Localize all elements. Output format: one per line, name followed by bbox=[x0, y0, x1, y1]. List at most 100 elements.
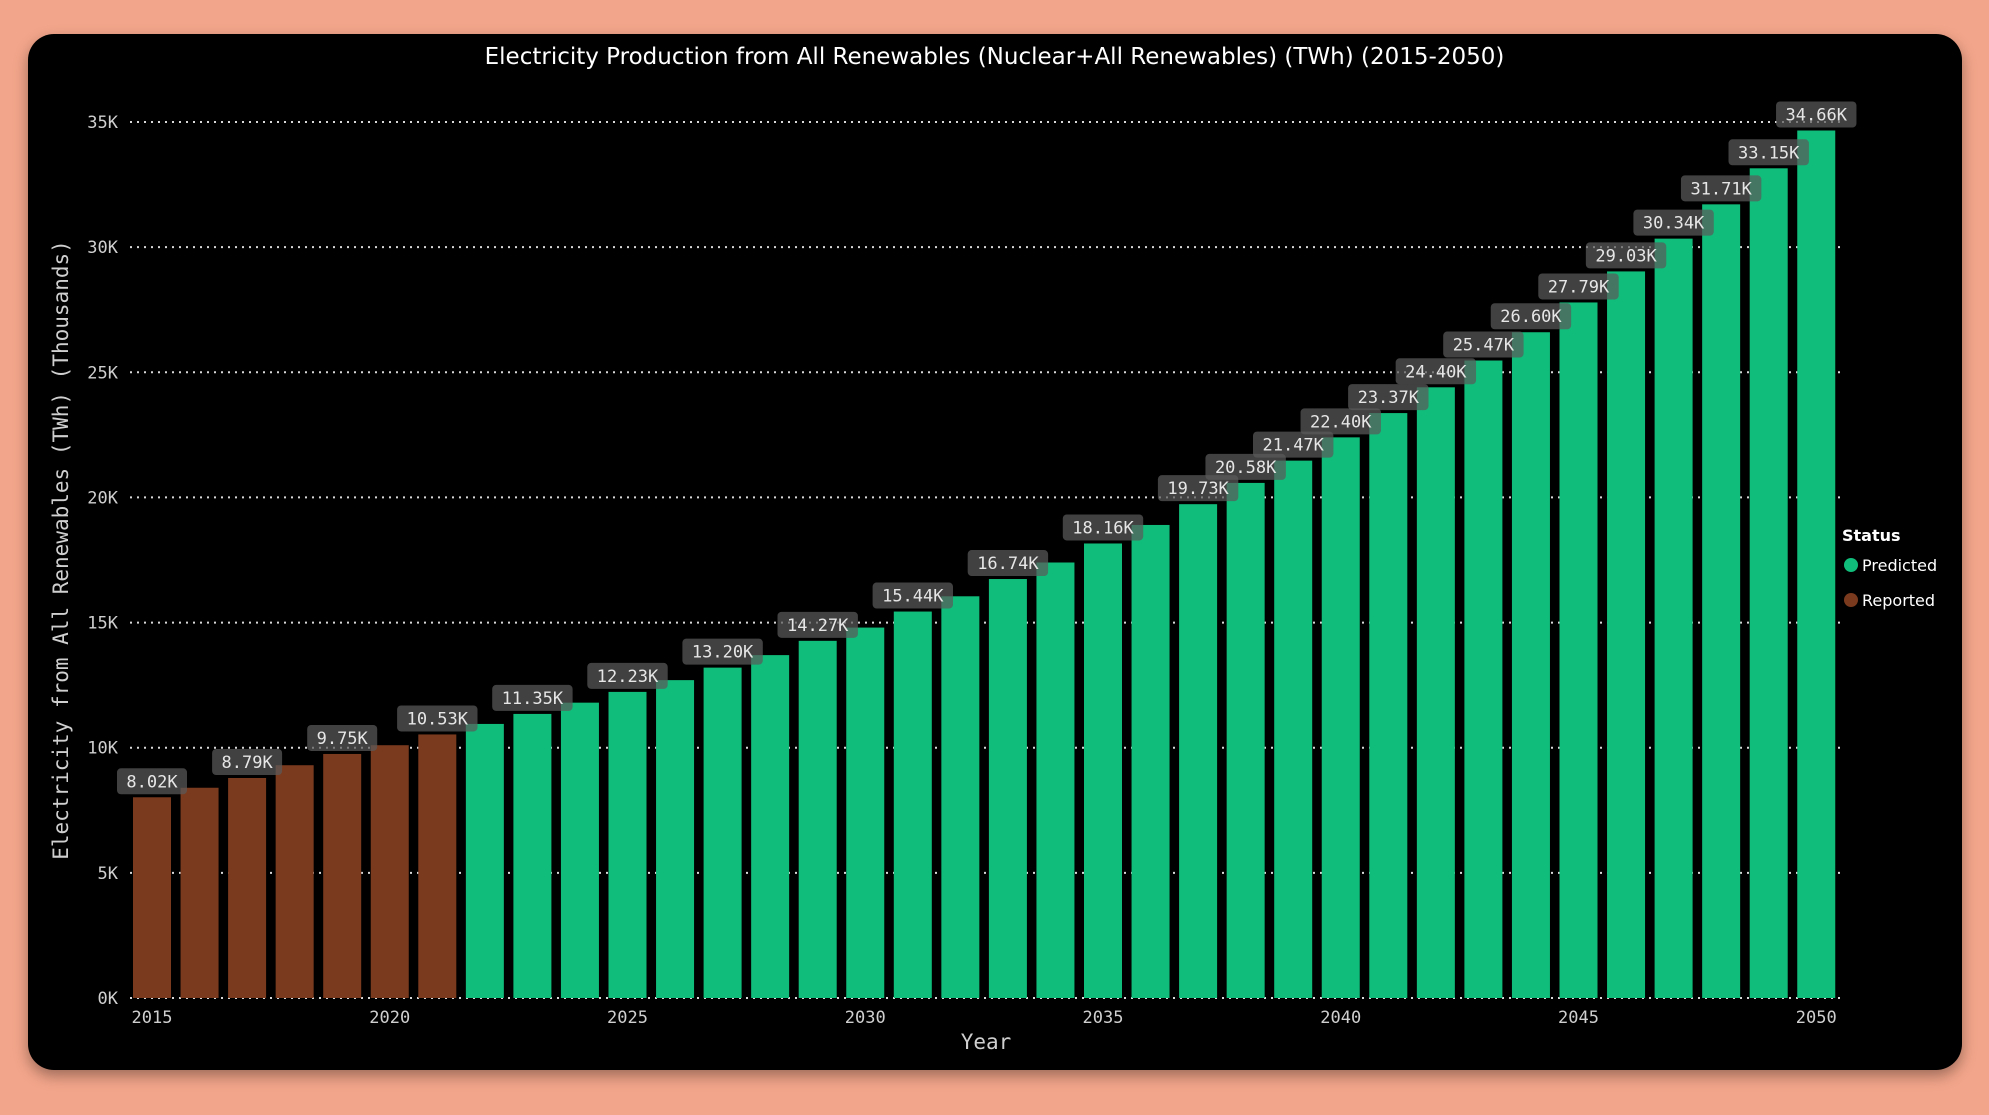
bar-2021 bbox=[418, 734, 457, 998]
x-tick-label: 2050 bbox=[1796, 1008, 1837, 1028]
data-label-text: 26.60K bbox=[1500, 307, 1562, 327]
data-labels: 8.02K 8.79K 9.75K 10.53K 11.35K 12.23K 13.20K 1… bbox=[117, 101, 1857, 795]
data-label-text: 33.15K bbox=[1738, 143, 1800, 163]
data-label-2027: 13.20K bbox=[682, 638, 763, 665]
data-label-bg bbox=[587, 662, 668, 689]
data-label-text: 31.71K bbox=[1690, 179, 1752, 199]
bar-2040 bbox=[1321, 437, 1360, 998]
data-label-text: 11.35K bbox=[502, 689, 564, 709]
bar-2033 bbox=[988, 579, 1027, 998]
data-label-bg bbox=[117, 768, 187, 795]
data-label-2049: 33.15K bbox=[1728, 139, 1809, 166]
data-label-2035: 18.16K bbox=[1062, 514, 1144, 541]
data-label-bg bbox=[682, 638, 763, 665]
data-label-text: 30.34K bbox=[1643, 214, 1705, 234]
bar-2019 bbox=[323, 753, 362, 998]
legend-reported-label: Reported bbox=[1862, 591, 1935, 610]
data-label-text: 23.37K bbox=[1358, 388, 1420, 408]
bar-2032 bbox=[941, 596, 980, 998]
legend-title: Status bbox=[1842, 526, 1901, 545]
x-tick-label: 2035 bbox=[1083, 1008, 1124, 1028]
bar-2015 bbox=[133, 797, 171, 998]
legend-reported-swatch bbox=[1844, 593, 1858, 607]
data-label-text: 13.20K bbox=[692, 643, 754, 663]
legend: Status Predicted Reported bbox=[1842, 526, 1937, 610]
gridlines bbox=[130, 121, 1840, 999]
data-label-bg bbox=[1062, 514, 1144, 541]
data-label-text: 9.75K bbox=[317, 729, 369, 749]
data-label-2045: 27.79K bbox=[1538, 273, 1619, 300]
data-label-text: 34.66K bbox=[1786, 106, 1848, 126]
data-label-text: 27.79K bbox=[1548, 277, 1610, 297]
bar-2016 bbox=[180, 787, 219, 998]
bar-2048 bbox=[1702, 204, 1741, 998]
data-label-2031: 15.44K bbox=[872, 582, 953, 609]
bar-2028 bbox=[751, 655, 790, 998]
legend-predicted-label: Predicted bbox=[1862, 556, 1937, 575]
y-tick-label: 30K bbox=[87, 238, 118, 258]
data-label-text: 12.23K bbox=[597, 667, 659, 687]
bar-2049 bbox=[1749, 168, 1788, 998]
bar-2035 bbox=[1084, 543, 1122, 998]
data-label-bg bbox=[1157, 475, 1239, 502]
data-label-2033: 16.74K bbox=[967, 550, 1049, 577]
bar-2039 bbox=[1274, 460, 1313, 998]
data-label-bg bbox=[1300, 408, 1381, 435]
bar-2018 bbox=[275, 765, 314, 998]
legend-predicted-swatch bbox=[1844, 558, 1858, 572]
data-label-bg bbox=[872, 582, 953, 609]
bar-2047 bbox=[1654, 238, 1693, 998]
data-label-2019: 9.75K bbox=[307, 724, 378, 751]
x-tick-label: 2020 bbox=[369, 1008, 410, 1028]
bar-2041 bbox=[1369, 413, 1408, 998]
data-label-text: 8.02K bbox=[126, 772, 178, 792]
data-label-bg bbox=[1348, 384, 1429, 411]
data-label-text: 8.79K bbox=[222, 753, 274, 773]
data-label-bg bbox=[212, 748, 283, 775]
x-axis-title: Year bbox=[961, 1030, 1012, 1054]
chart-title: Electricity Production from All Renewabl… bbox=[484, 44, 1505, 70]
bar-2044 bbox=[1511, 332, 1550, 998]
data-label-2039: 21.47K bbox=[1253, 431, 1334, 458]
data-label-2041: 23.37K bbox=[1348, 384, 1429, 411]
x-tick-label: 2030 bbox=[845, 1008, 886, 1028]
data-label-2021: 10.53K bbox=[397, 705, 478, 732]
data-label-bg bbox=[1633, 209, 1714, 236]
data-label-text: 21.47K bbox=[1262, 436, 1324, 456]
data-label-2047: 30.34K bbox=[1633, 209, 1714, 236]
data-label-bg bbox=[1728, 139, 1809, 166]
x-tick-label: 2025 bbox=[607, 1008, 648, 1028]
bar-2037 bbox=[1179, 504, 1218, 998]
data-label-2046: 29.03K bbox=[1585, 242, 1667, 269]
bar-2029 bbox=[798, 640, 837, 998]
data-label-2029: 14.27K bbox=[777, 611, 858, 638]
data-label-bg bbox=[967, 550, 1049, 577]
data-label-text: 24.40K bbox=[1405, 362, 1467, 382]
bar-2031 bbox=[893, 611, 932, 998]
data-label-2023: 11.35K bbox=[492, 684, 573, 711]
data-label-2048: 31.71K bbox=[1680, 175, 1762, 202]
data-label-text: 22.40K bbox=[1310, 412, 1372, 432]
bar-2038 bbox=[1226, 482, 1265, 998]
bar-2046 bbox=[1607, 271, 1646, 999]
data-label-2037: 19.73K bbox=[1157, 475, 1239, 502]
data-label-text: 18.16K bbox=[1072, 518, 1134, 538]
data-label-text: 29.03K bbox=[1595, 246, 1657, 266]
data-label-bg bbox=[1205, 453, 1286, 480]
data-label-text: 15.44K bbox=[882, 587, 944, 607]
data-label-bg bbox=[1680, 175, 1762, 202]
bar-2030 bbox=[846, 627, 885, 998]
y-tick-label: 5K bbox=[98, 864, 119, 884]
data-label-bg bbox=[777, 611, 858, 638]
y-tick-label: 15K bbox=[87, 614, 118, 634]
data-label-text: 20.58K bbox=[1215, 458, 1277, 478]
data-label-text: 14.27K bbox=[787, 616, 849, 636]
bar-2023 bbox=[513, 713, 552, 998]
y-tick-label: 35K bbox=[87, 113, 118, 133]
data-label-2042: 24.40K bbox=[1395, 358, 1477, 385]
x-tick-label: 2015 bbox=[132, 1008, 173, 1028]
data-label-bg bbox=[1395, 358, 1477, 385]
bar-2024 bbox=[560, 702, 599, 998]
bar-2034 bbox=[1036, 562, 1075, 998]
axes: 0K 5K 10K 15K 20K 25K 30K 35K 2015 2020 2025 2030 20… bbox=[87, 113, 1836, 1028]
